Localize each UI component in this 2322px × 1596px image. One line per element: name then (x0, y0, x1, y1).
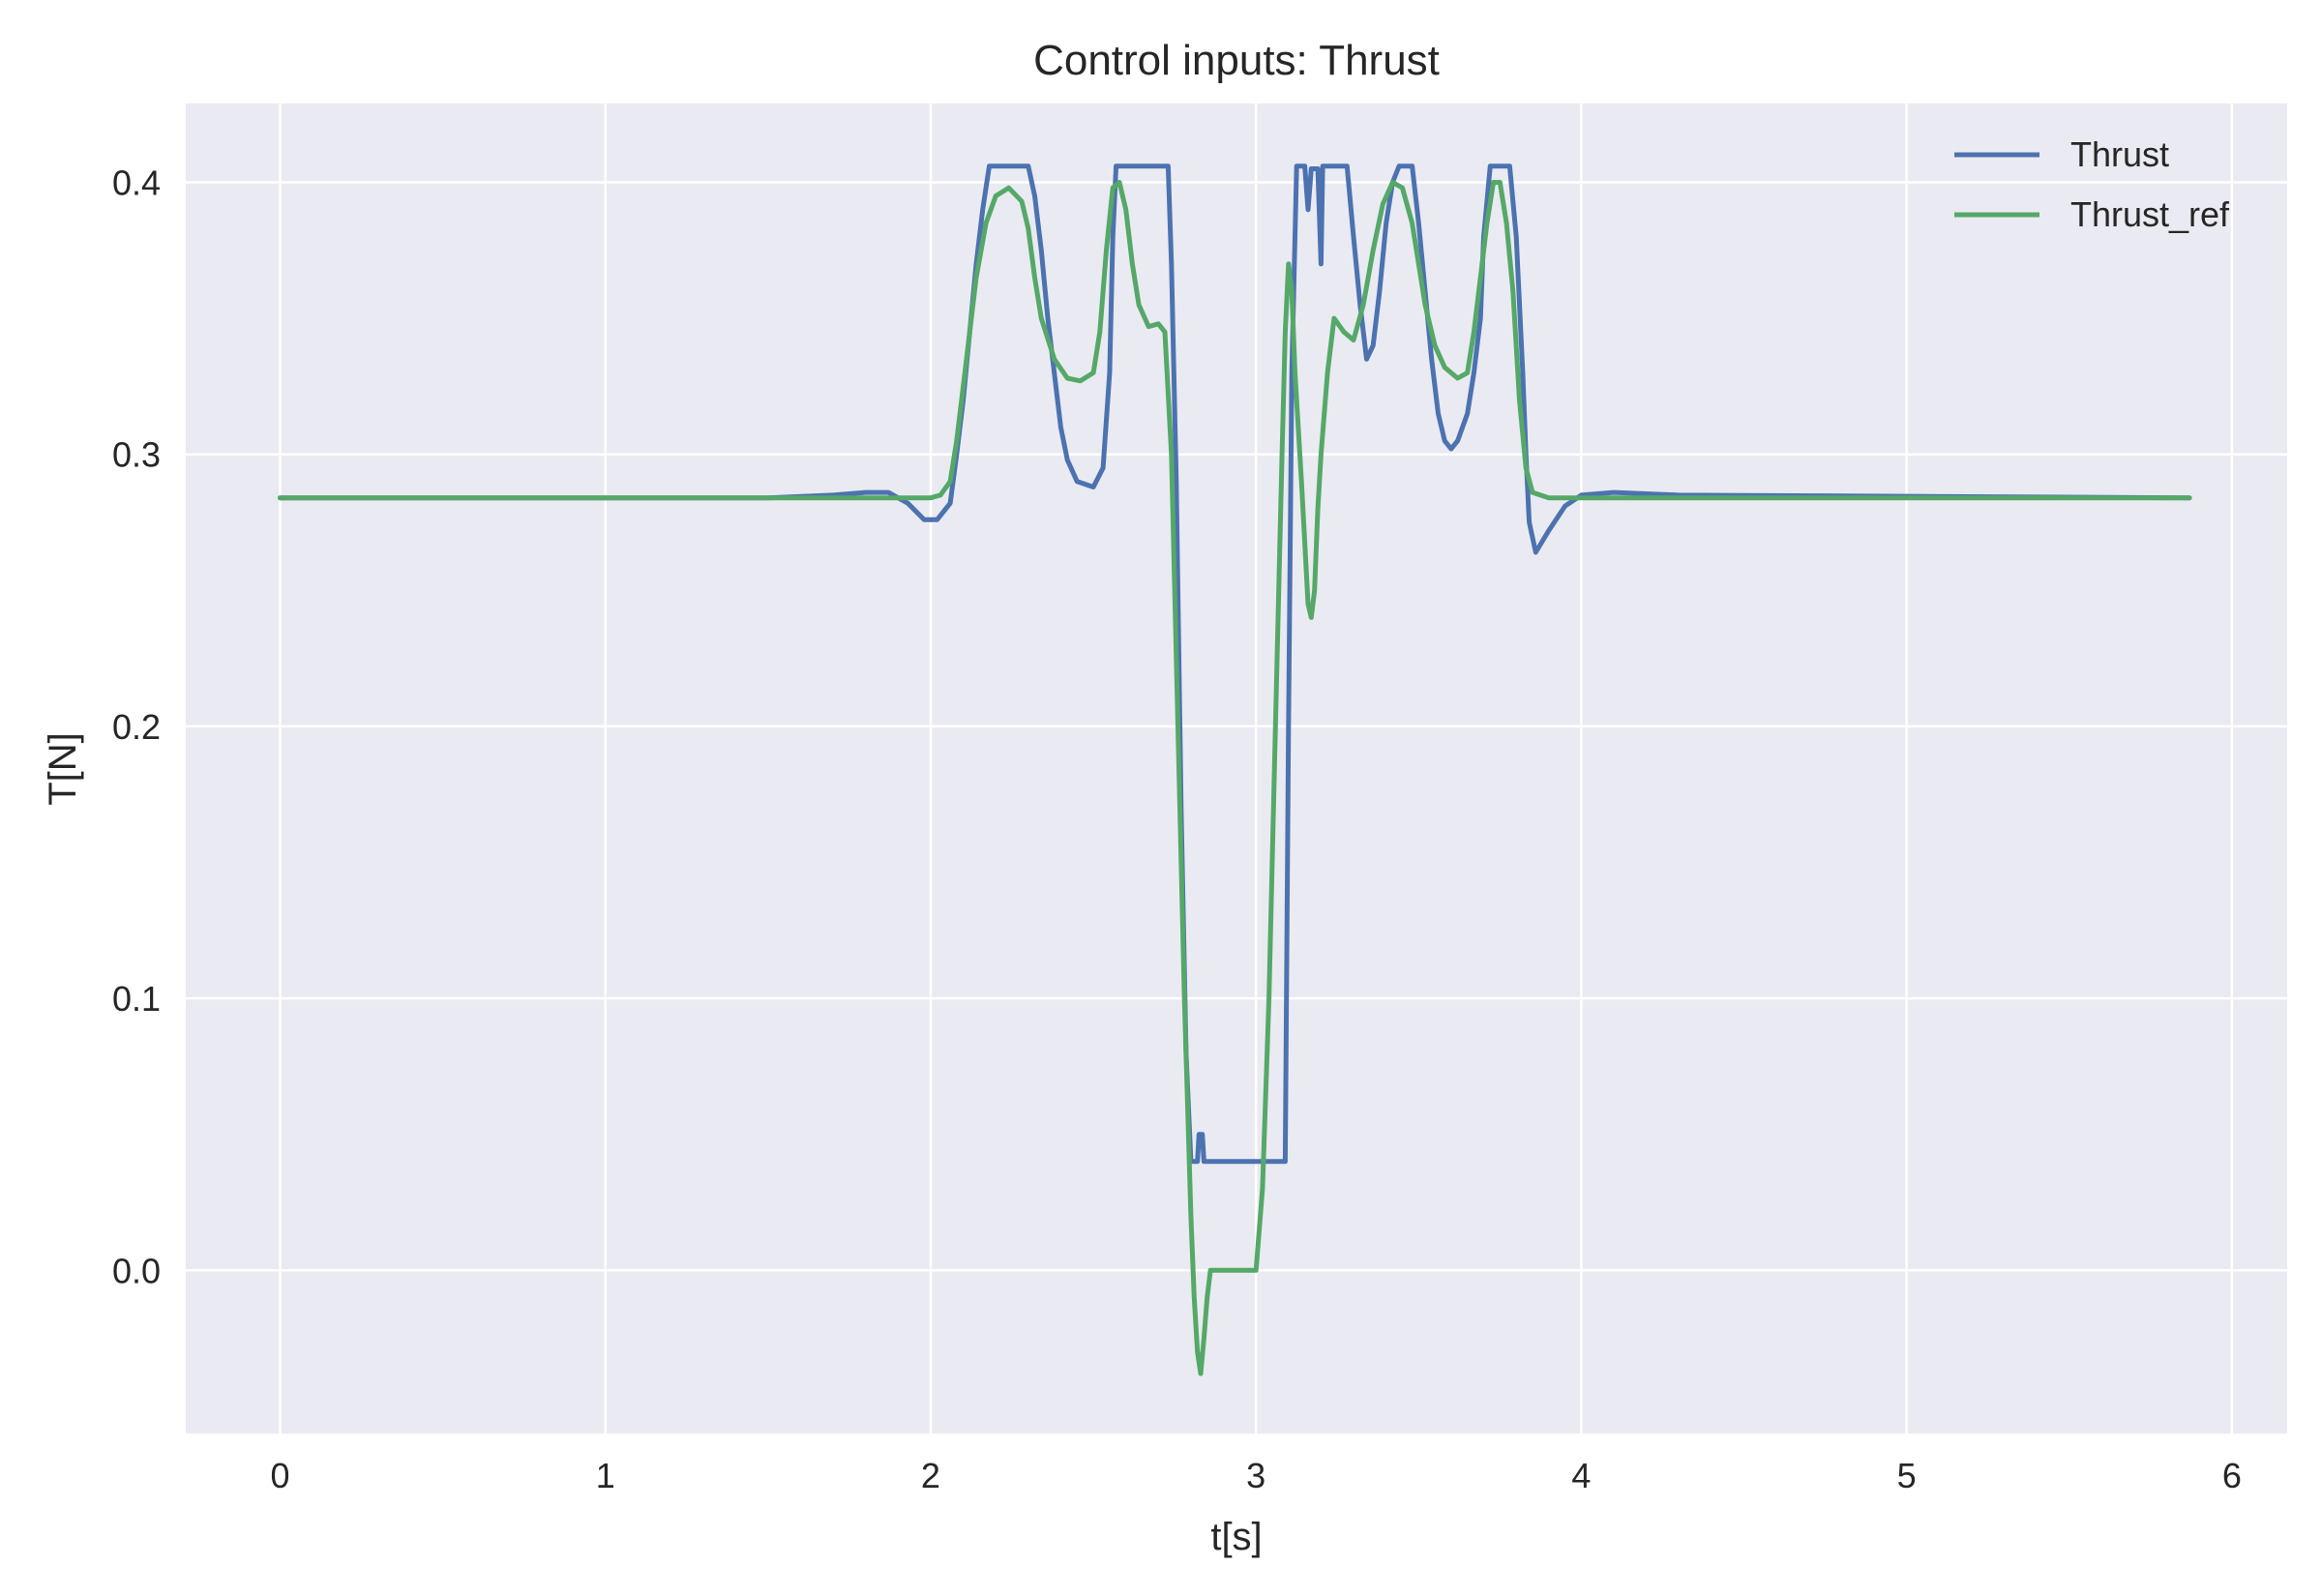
y-axis-label: T[N] (42, 732, 84, 806)
y-tick-label: 0.4 (112, 163, 161, 203)
x-tick-label: 2 (921, 1456, 940, 1495)
y-tick-label: 0.2 (112, 707, 161, 747)
y-tick-label: 0.0 (112, 1251, 161, 1290)
legend-label-thrust-ref: Thrust_ref (2070, 194, 2230, 234)
chart-title: Control inputs: Thrust (1033, 37, 1440, 84)
series-layer (278, 163, 2192, 1376)
x-tick-label: 4 (1571, 1456, 1591, 1495)
series-line-thrust (278, 163, 2192, 1165)
series-line-thrust-ref (278, 180, 2192, 1376)
x-axis-label: t[s] (1210, 1516, 1262, 1558)
grid (186, 103, 2287, 1433)
x-tick-label: 5 (1897, 1456, 1917, 1495)
x-tick-label: 0 (270, 1456, 289, 1495)
y-tick-label: 0.1 (112, 979, 161, 1019)
x-tick-label: 1 (596, 1456, 615, 1495)
legend: Thrust Thrust_ref (1954, 134, 2230, 234)
y-tick-labels: 0.0 0.1 0.2 0.3 0.4 (112, 163, 161, 1291)
plot-area (186, 103, 2287, 1433)
x-tick-label: 3 (1246, 1456, 1265, 1495)
y-tick-label: 0.3 (112, 435, 161, 475)
x-tick-labels: 0 1 2 3 4 5 6 (270, 1456, 2241, 1495)
legend-label-thrust: Thrust (2070, 134, 2169, 174)
x-tick-label: 6 (2222, 1456, 2242, 1495)
